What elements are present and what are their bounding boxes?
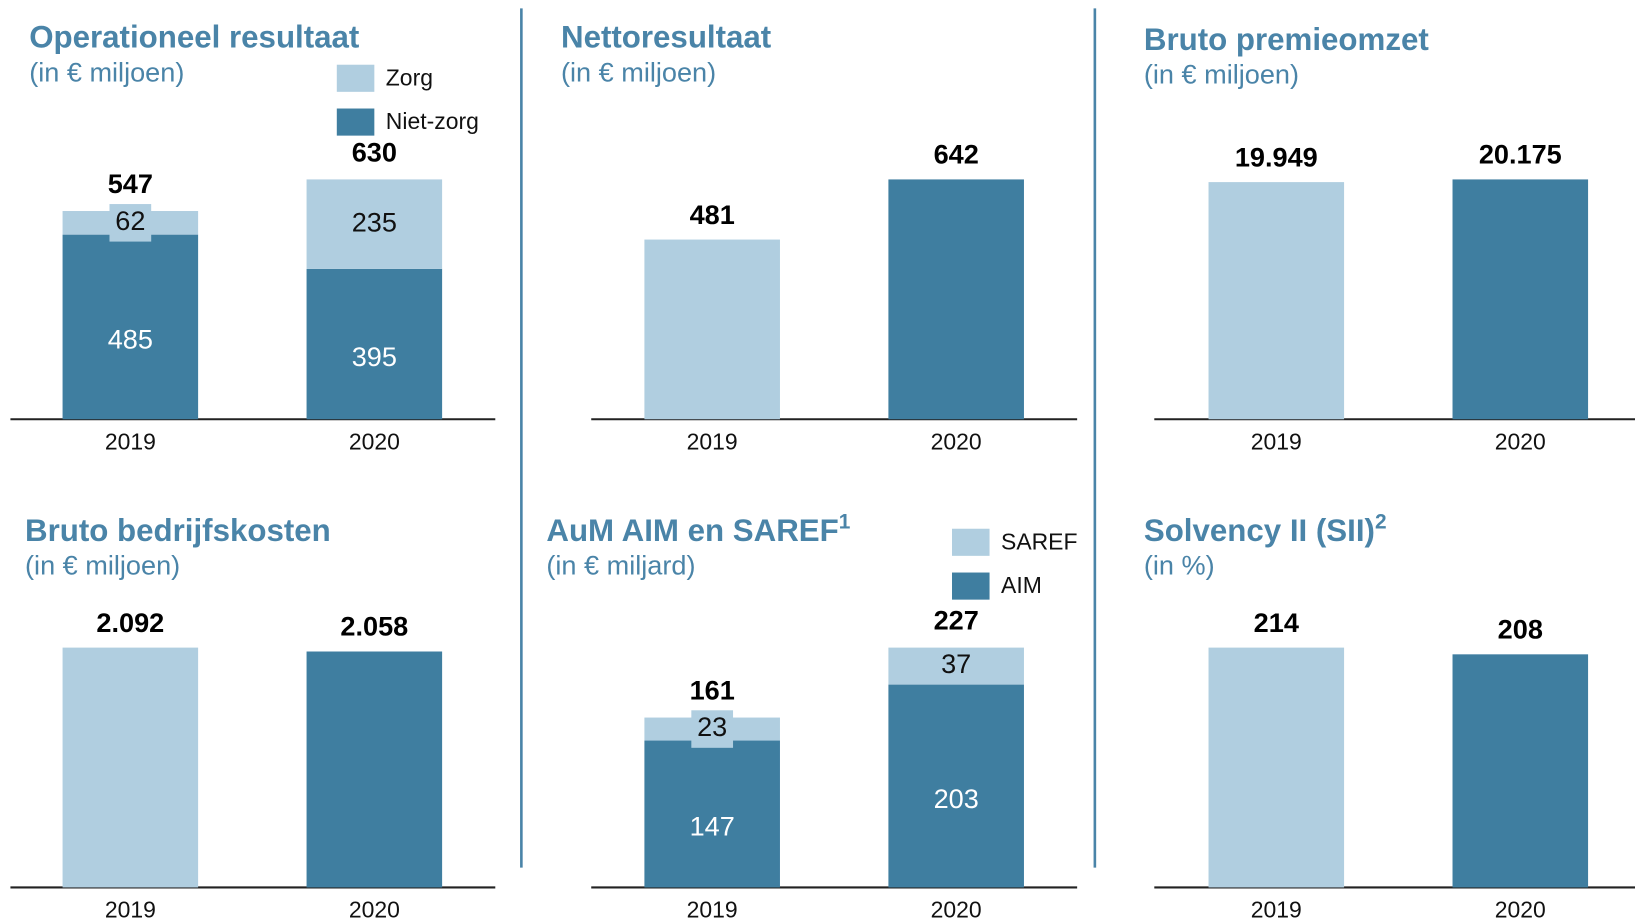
chart-title: Solvency II (SII)2 bbox=[1144, 510, 1387, 548]
chart-subtitle: (in %) bbox=[1144, 549, 1215, 580]
legend-swatch bbox=[336, 64, 375, 92]
x-tick-label: 2019 bbox=[105, 896, 156, 922]
total-label: 227 bbox=[934, 605, 979, 636]
segment-label: 203 bbox=[934, 783, 979, 814]
legend-label: SAREF bbox=[1001, 528, 1077, 554]
legend-swatch bbox=[952, 572, 990, 600]
value-label: 481 bbox=[690, 199, 735, 230]
bar bbox=[62, 647, 199, 888]
x-tick-label: 2020 bbox=[931, 428, 982, 454]
chart-subtitle: (in € miljoen) bbox=[561, 56, 716, 87]
total-label: 161 bbox=[690, 675, 735, 706]
bar bbox=[888, 179, 1024, 420]
x-tick-label: 2019 bbox=[687, 896, 738, 922]
bar bbox=[644, 239, 780, 420]
bar bbox=[1452, 179, 1589, 420]
title-note: 2 bbox=[1375, 510, 1387, 533]
total-label: 547 bbox=[108, 168, 153, 199]
x-tick-label: 2020 bbox=[1495, 896, 1546, 922]
legend-swatch bbox=[336, 108, 375, 136]
title-text: Solvency II (SII) bbox=[1144, 513, 1375, 548]
segment-label-bg bbox=[109, 204, 152, 242]
legend-swatch bbox=[952, 528, 990, 556]
value-label: 19.949 bbox=[1235, 141, 1318, 172]
title-note: 1 bbox=[839, 510, 851, 533]
title-text: Bruto bedrijfskosten bbox=[25, 513, 331, 548]
chart-title: AuM AIM en SAREF1 bbox=[546, 510, 850, 548]
title-text: Bruto premieomzet bbox=[1144, 22, 1429, 57]
segment-label: 62 bbox=[115, 205, 145, 236]
bar-segment bbox=[888, 647, 1024, 685]
legend-label: Zorg bbox=[386, 64, 433, 90]
chart-title: Nettoresultaat bbox=[561, 20, 772, 55]
chart-subtitle: (in € miljoen) bbox=[29, 56, 184, 87]
x-tick-label: 2020 bbox=[349, 428, 400, 454]
x-tick-label: 2019 bbox=[1251, 428, 1302, 454]
legend-label: Niet-zorg bbox=[386, 108, 479, 134]
segment-label: 235 bbox=[352, 206, 397, 237]
segment-label-bg bbox=[691, 710, 734, 748]
total-label: 630 bbox=[352, 137, 397, 168]
segment-label: 147 bbox=[690, 811, 735, 842]
x-tick-label: 2019 bbox=[687, 428, 738, 454]
x-tick-label: 2020 bbox=[931, 896, 982, 922]
bar-segment bbox=[306, 179, 443, 269]
value-label: 214 bbox=[1254, 607, 1299, 638]
legend-label: AIM bbox=[1001, 572, 1042, 598]
value-label: 208 bbox=[1498, 614, 1543, 645]
value-label: 2.092 bbox=[96, 607, 164, 638]
bar-segment bbox=[306, 268, 443, 420]
chart-subtitle: (in € miljoen) bbox=[25, 549, 180, 580]
segment-label: 37 bbox=[941, 648, 971, 679]
value-label: 642 bbox=[934, 139, 979, 170]
title-text: AuM AIM en SAREF bbox=[546, 513, 838, 548]
bar bbox=[1452, 654, 1589, 888]
chart-title: Operationeel resultaat bbox=[29, 20, 360, 55]
chart-title: Bruto bedrijfskosten bbox=[25, 513, 331, 548]
bar-segment bbox=[644, 740, 780, 888]
segment-label: 23 bbox=[697, 711, 727, 742]
bar-segment bbox=[62, 234, 199, 420]
segment-label: 395 bbox=[352, 341, 397, 372]
title-text: Operationeel resultaat bbox=[29, 20, 360, 55]
x-tick-label: 2020 bbox=[349, 896, 400, 922]
x-tick-label: 2019 bbox=[105, 428, 156, 454]
bar bbox=[1208, 182, 1345, 420]
chart-title: Bruto premieomzet bbox=[1144, 22, 1429, 57]
value-label: 2.058 bbox=[340, 611, 408, 642]
segment-label: 485 bbox=[108, 324, 153, 355]
value-label: 20.175 bbox=[1479, 139, 1562, 170]
bar-segment bbox=[888, 684, 1024, 888]
x-tick-label: 2019 bbox=[1251, 896, 1302, 922]
bar bbox=[306, 651, 443, 888]
chart-subtitle: (in € miljard) bbox=[546, 549, 695, 580]
x-tick-label: 2020 bbox=[1495, 428, 1546, 454]
title-text: Nettoresultaat bbox=[561, 20, 772, 55]
bar bbox=[1208, 647, 1345, 888]
chart-subtitle: (in € miljoen) bbox=[1144, 58, 1299, 89]
